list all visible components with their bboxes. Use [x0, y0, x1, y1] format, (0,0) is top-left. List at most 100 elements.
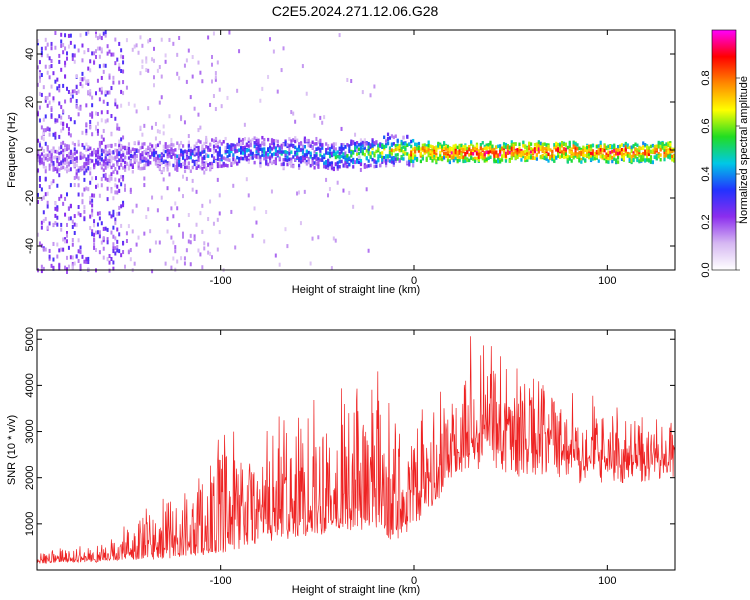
spectrogram-cell [46, 145, 49, 150]
spectrogram-cell [118, 139, 121, 143]
spectrogram-cell [102, 137, 105, 142]
spectrogram-cell [510, 152, 513, 157]
spectrogram-cell [338, 155, 341, 160]
spectrogram-cell [209, 251, 212, 256]
spectrogram-cell [87, 147, 90, 152]
spectrogram-cell [46, 126, 49, 131]
spectrogram-cell [42, 161, 45, 166]
spectrogram-cell [259, 158, 262, 163]
spectrogram-cell [118, 158, 121, 162]
spectrogram-cell [176, 162, 179, 166]
spectrogram-cell [350, 159, 353, 163]
spectrogram-cell [298, 190, 300, 195]
colorbar-ticks: 0.00.20.40.60.8 [700, 70, 740, 278]
spectrogram-cell [106, 240, 109, 245]
spectrogram-cell [133, 157, 136, 162]
spectrogram-cell [48, 75, 51, 80]
spectrogram-cell [147, 106, 150, 111]
spectrogram-cell [390, 157, 393, 161]
spectrogram-cell [133, 148, 136, 152]
spectrogram-cell [265, 162, 268, 166]
spectrogram-cell [153, 154, 156, 158]
spectrogram-cell [330, 151, 334, 156]
spectrogram-cell [516, 148, 519, 152]
spectrogram-cell [562, 155, 566, 159]
spectrogram-cell [363, 152, 366, 157]
spectrogram-cell [37, 168, 39, 173]
spectrogram-cell [644, 158, 647, 162]
spectrogram-cell [298, 163, 301, 168]
spectrogram-cell [651, 160, 654, 164]
spectrogram-cell [149, 161, 152, 165]
spectrogram-cell [50, 41, 53, 46]
spectrogram-cell [56, 207, 59, 212]
spectrogram-cell [164, 142, 167, 146]
spectrogram-cell [207, 145, 210, 150]
spectrogram-cell [178, 35, 181, 40]
spectrogram-cell [87, 79, 90, 84]
spectrogram-cell [599, 144, 602, 149]
spectrogram-cell [473, 157, 477, 161]
spectrogram-cell [446, 155, 450, 160]
spectrogram-cell [66, 192, 68, 197]
spectrogram-cell [218, 164, 221, 168]
spectrogram-cell [506, 145, 509, 150]
spectrogram-cell [102, 69, 105, 74]
spectrogram-cell [259, 160, 262, 165]
spectrogram-cell [106, 161, 109, 166]
spectrogram-cell [156, 154, 160, 158]
spectrogram-cell [89, 125, 92, 130]
spectrogram-cell [191, 55, 194, 60]
spectrogram-cell [412, 159, 415, 164]
spectrogram-cell [257, 149, 260, 153]
spectrogram-cell [501, 146, 504, 151]
spectrogram-cell [71, 238, 74, 243]
spectrogram-cell [162, 148, 165, 153]
spectrogram-cell [504, 145, 508, 149]
spectrogram-cell [369, 143, 372, 147]
spectrogram-cell [40, 264, 43, 269]
spectrogram-cell [557, 151, 560, 155]
spectrogram-cell [414, 149, 417, 154]
spectrogram-cell [174, 154, 177, 158]
spectrogram-cell [75, 104, 78, 109]
spectrogram-cell [303, 189, 306, 194]
spectrogram-cell [85, 186, 88, 191]
spectrogram-cell [98, 211, 101, 216]
spectrogram-cell [477, 152, 480, 157]
spectrogram-cell [267, 152, 270, 157]
spectrogram-cell [472, 149, 475, 154]
spectrogram-cell [385, 154, 388, 158]
spectrogram-cell [189, 146, 192, 151]
spectrogram-cell [259, 98, 262, 103]
spectrogram-cell [122, 55, 125, 60]
spectrogram-cell [545, 157, 548, 161]
spectrogram-cell [91, 95, 94, 100]
spectrogram-cell [568, 144, 571, 149]
spectrogram-cell [114, 183, 117, 188]
spectrogram-cell [42, 218, 45, 223]
spectrogram-cell [365, 187, 368, 192]
spectrogram-cell [651, 143, 654, 148]
spectrogram-cell [342, 188, 345, 193]
spectrogram-cell [234, 245, 237, 250]
spectrogram-cell [145, 159, 148, 163]
spectrogram-cell [143, 163, 146, 168]
spectrogram-cell [207, 242, 210, 247]
spectrogram-cell [62, 83, 65, 88]
spectrogram-cell [164, 59, 167, 64]
spectrogram-cell [127, 151, 131, 155]
spectrogram-cell [328, 187, 331, 192]
spectrogram-cell [564, 143, 567, 147]
spectrogram-cell [73, 59, 76, 64]
spectrogram-cell [180, 256, 183, 261]
spectrogram-cell [89, 89, 92, 94]
spectrogram-cell [359, 147, 363, 151]
spectrogram-cell [267, 162, 270, 167]
spectrogram-cell [255, 146, 258, 151]
spectrogram-cell [388, 146, 392, 150]
spectrogram-cell [129, 149, 132, 154]
spectrogram-cell [348, 147, 351, 151]
spectrogram-cell [135, 149, 138, 153]
spectrogram-cell [390, 142, 393, 146]
